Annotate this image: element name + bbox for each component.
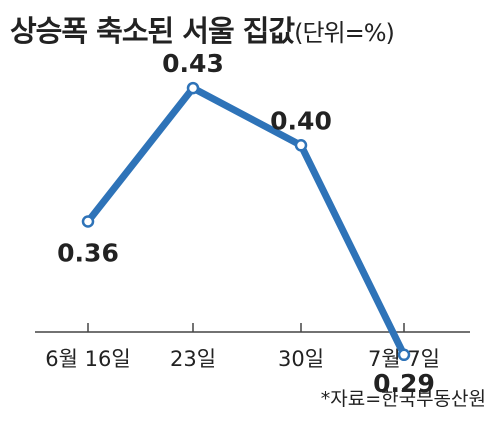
- x-tick-label: 30일: [278, 347, 324, 371]
- data-point: [81, 215, 95, 228]
- data-label: 0.36: [57, 239, 119, 268]
- chart-title: 상승폭 축소된 서울 집값(단위=%): [10, 8, 395, 50]
- x-axis-ticks: [87, 323, 405, 332]
- x-tick-label: 6월 16일: [45, 347, 130, 371]
- data-point: [397, 348, 411, 362]
- chart-title-text: 상승폭 축소된 서울 집값: [10, 14, 295, 48]
- data-labels: 0.36 0.43 0.40 0.29: [57, 49, 435, 398]
- chart-unit: (단위=%): [294, 19, 395, 47]
- data-point: [186, 81, 200, 95]
- data-label: 0.29: [373, 369, 435, 398]
- data-label: 0.43: [162, 49, 224, 78]
- data-point: [294, 139, 308, 152]
- data-label: 0.40: [270, 106, 332, 135]
- x-tick-label: 23일: [170, 347, 216, 371]
- data-points: [81, 81, 411, 362]
- series-line: [84, 84, 408, 359]
- source-note: *자료=한국부동산원: [320, 388, 486, 410]
- x-axis-labels: 6월 16일 23일 30일 7월 7일: [45, 347, 440, 371]
